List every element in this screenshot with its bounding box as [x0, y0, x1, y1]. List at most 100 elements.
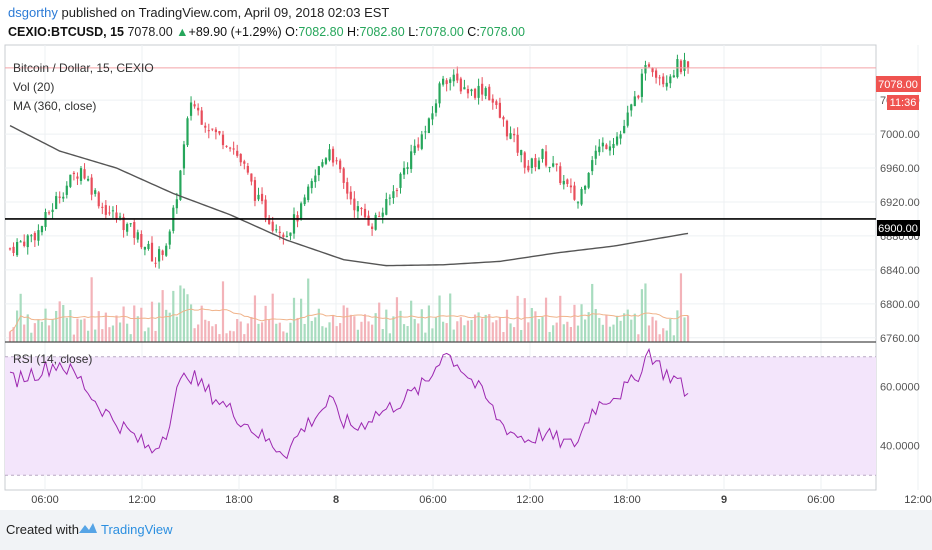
candle-body	[413, 145, 416, 153]
candle-body	[303, 197, 306, 205]
candles	[8, 52, 690, 269]
volume-bar	[79, 319, 83, 342]
tradingview-logo-icon[interactable]	[78, 521, 98, 535]
candle-body	[605, 144, 608, 150]
candle-body	[307, 186, 310, 200]
candle-body	[122, 217, 125, 231]
candle-body	[349, 191, 352, 200]
candle-body	[229, 147, 232, 149]
time-tick-label: 12:00	[904, 494, 932, 506]
last-price-tag-text: 7078.00	[878, 79, 918, 91]
volume-bar	[413, 319, 416, 342]
volume-bar	[296, 317, 299, 342]
candle-body	[55, 196, 58, 210]
volume-bar	[452, 329, 455, 342]
candle-body	[289, 232, 292, 236]
volume-bar	[257, 323, 260, 342]
candle-body	[65, 185, 68, 195]
author-link[interactable]: dsgorthy	[8, 5, 58, 20]
volume-bars	[8, 273, 690, 342]
candle-body	[477, 85, 480, 98]
volume-bar	[314, 317, 317, 342]
candle-body	[257, 194, 260, 200]
time-tick-label: 12:00	[516, 494, 544, 506]
volume-bar	[591, 283, 594, 342]
candle-body	[520, 149, 523, 156]
volume-bar	[236, 319, 239, 342]
price-tick-label: 6960.00	[880, 163, 920, 175]
candle-body	[342, 168, 345, 183]
volume-bar	[615, 315, 619, 342]
volume-bar	[381, 329, 384, 342]
volume-bar	[466, 320, 470, 342]
volume-bar	[573, 304, 576, 342]
ohlc-bar: CEXIO:BTCUSD, 15 7078.00 ▲+89.90 (+1.29%…	[8, 25, 525, 39]
candle-body	[47, 212, 51, 214]
candle-body	[644, 65, 647, 74]
volume-bar	[218, 334, 221, 342]
candle-body	[118, 216, 122, 218]
candle-body	[58, 196, 61, 198]
candle-body	[484, 88, 487, 96]
candle-body	[363, 208, 367, 218]
candle-body	[246, 165, 249, 173]
change-value: +89.90 (+1.29%)	[188, 25, 282, 39]
candle-body	[275, 229, 278, 231]
time-tick-label: 06:00	[31, 494, 59, 506]
volume-bar	[385, 309, 388, 342]
candle-body	[640, 73, 643, 97]
volume-bar	[271, 293, 274, 342]
candle-body	[427, 118, 430, 134]
volume-bar	[488, 314, 491, 342]
volume-bar	[182, 288, 186, 342]
volume-bar	[111, 325, 115, 342]
candle-body	[534, 158, 537, 168]
candle-body	[232, 148, 235, 150]
candle-body	[431, 113, 434, 120]
volume-bar	[505, 309, 509, 342]
volume-bar	[246, 323, 249, 342]
candle-body	[395, 190, 399, 192]
candle-body	[541, 149, 544, 160]
candle-body	[509, 133, 512, 139]
candle-body	[686, 61, 690, 68]
volume-bar	[477, 312, 480, 342]
volume-bar	[65, 317, 68, 342]
volume-bar	[587, 312, 590, 342]
candle-body	[594, 150, 597, 159]
candle-body	[523, 152, 526, 168]
candle-body	[679, 60, 683, 73]
volume-bar	[349, 314, 352, 342]
volume-bar	[544, 297, 548, 342]
candle-body	[346, 182, 349, 194]
candle-body	[16, 242, 19, 256]
rsi-axis[interactable]: 40.0000 60.0000	[880, 381, 920, 452]
volume-legend: Vol (20)	[13, 80, 54, 94]
candle-body	[40, 226, 44, 233]
candle-body	[129, 223, 132, 225]
volume-bar	[679, 273, 683, 342]
candle-body	[83, 169, 86, 179]
candle-body	[662, 76, 665, 85]
candle-body	[214, 129, 217, 133]
chart-area[interactable]: 6760.006800.006840.006880.006920.006960.…	[0, 0, 932, 510]
candle-body	[193, 104, 196, 107]
high-value: 7082.80	[359, 25, 405, 39]
volume-bar	[378, 302, 381, 342]
volume-bar	[324, 327, 328, 342]
arrow-up-icon: ▲	[176, 25, 189, 39]
volume-bar	[509, 323, 512, 342]
candle-body	[417, 144, 420, 148]
candle-body	[612, 143, 615, 149]
countdown-tag-text: 11:36	[890, 97, 917, 109]
price-axis[interactable]: 6760.006800.006840.006880.006920.006960.…	[880, 95, 920, 345]
time-axis[interactable]: 06:00 12:00 18:00 8 06:00 12:00 18:00 9 06:00 12:…	[31, 494, 932, 506]
level-tag: 6900.00	[877, 220, 920, 236]
candle-body	[271, 221, 274, 231]
candle-body	[211, 128, 214, 130]
tradingview-brand-link[interactable]: TradingView	[101, 522, 173, 537]
candle-body	[147, 243, 150, 250]
candle-body	[566, 179, 569, 185]
candle-body	[324, 158, 328, 164]
volume-bar	[580, 304, 583, 342]
